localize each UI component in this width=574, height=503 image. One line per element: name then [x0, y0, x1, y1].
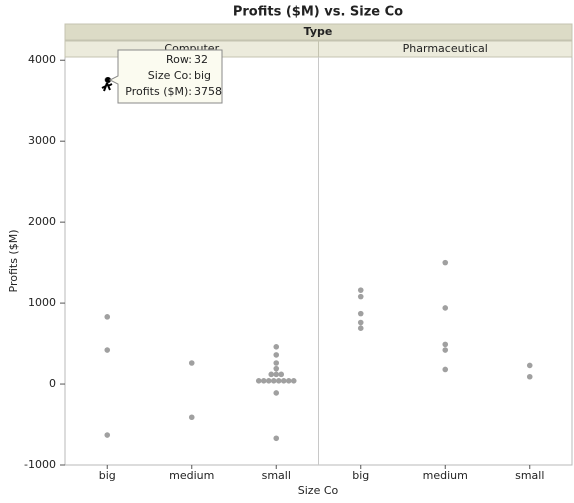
y-tick-label: -1000 [24, 458, 56, 471]
point [270, 378, 277, 384]
point [280, 378, 287, 384]
point [273, 352, 280, 358]
y-tick-label: 3000 [28, 134, 56, 147]
point [290, 378, 297, 384]
point [442, 341, 449, 348]
tooltip-value: 3758 [194, 85, 222, 98]
point [273, 360, 280, 366]
point [442, 259, 449, 266]
point [442, 305, 449, 311]
tooltip-key: Profits ($M): [125, 85, 192, 98]
y-axis-label: Profits ($M) [7, 230, 20, 293]
x-axis-label: Size Co [298, 484, 339, 497]
point [442, 347, 449, 353]
point [104, 432, 111, 438]
cursor-body [101, 82, 113, 92]
point [275, 378, 282, 384]
point [285, 378, 292, 384]
y-tick-label: 4000 [28, 53, 56, 66]
point [104, 347, 111, 353]
point [357, 319, 364, 326]
y-tick-label: 1000 [28, 296, 56, 309]
point [357, 293, 364, 300]
x-tick-label: medium [423, 469, 468, 482]
facet-panel-header [318, 40, 573, 58]
x-tick-label: big [352, 469, 369, 482]
tooltip-box [108, 49, 223, 104]
y-tick-label: 2000 [28, 215, 56, 228]
tooltip-value: big [194, 69, 211, 82]
facet-panel-label: Pharmaceutical [403, 42, 488, 55]
tooltip-value: 32 [194, 53, 208, 66]
x-tick-label: big [99, 469, 116, 482]
point [273, 390, 280, 396]
point [104, 314, 111, 320]
y-tick-label: 0 [49, 377, 56, 390]
point [273, 435, 280, 442]
point [268, 371, 275, 378]
point [188, 414, 195, 421]
chart-title: Profits ($M) vs. Size Co [233, 5, 403, 20]
facet-header [64, 23, 573, 41]
point [273, 344, 280, 350]
point [265, 378, 272, 384]
point [260, 378, 267, 384]
point [278, 371, 285, 378]
tooltip-key: Row: [166, 53, 192, 66]
point [526, 362, 533, 369]
point [255, 378, 262, 384]
point [526, 373, 533, 380]
x-tick-label: small [515, 469, 544, 482]
facet-label: Type [304, 25, 333, 38]
x-tick-label: medium [169, 469, 214, 482]
point [357, 310, 364, 317]
cursor [101, 77, 113, 92]
point [442, 366, 449, 373]
point [357, 287, 364, 293]
point [273, 365, 280, 372]
cursor-head [105, 77, 111, 83]
x-tick-label: small [262, 469, 291, 482]
point [188, 360, 195, 366]
point [273, 371, 280, 378]
point [357, 325, 364, 331]
tooltip-key: Size Co: [148, 69, 192, 82]
